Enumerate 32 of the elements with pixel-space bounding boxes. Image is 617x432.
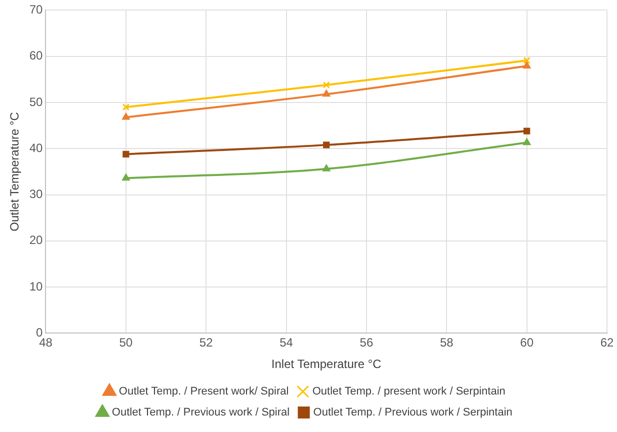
point bbox=[122, 174, 130, 181]
x-tick-label: 54 bbox=[280, 336, 294, 350]
y-tick-label: 10 bbox=[29, 279, 44, 294]
point bbox=[523, 128, 530, 134]
point bbox=[323, 142, 330, 148]
y-tick-label: 40 bbox=[29, 140, 44, 155]
x-tick-label: 56 bbox=[360, 336, 374, 350]
point bbox=[122, 112, 130, 120]
y-tick-label: 30 bbox=[29, 187, 44, 202]
y-tick-label: 20 bbox=[29, 233, 44, 248]
x-tick-label: 60 bbox=[520, 336, 534, 350]
y-axis-title: Outlet Temperature °C bbox=[8, 112, 22, 232]
point bbox=[322, 81, 330, 89]
legend-label: Outlet Temp. / Previous work / Spiral bbox=[112, 406, 290, 419]
point bbox=[522, 138, 531, 146]
x-tick-label: 50 bbox=[119, 336, 133, 350]
point bbox=[122, 150, 130, 158]
x-tick-label: 62 bbox=[600, 336, 614, 350]
y-tick-label: 70 bbox=[29, 2, 44, 17]
x-tick-label: 52 bbox=[199, 336, 214, 350]
point bbox=[322, 90, 330, 97]
legend-label: Outlet Temp. / present work / Serpintain bbox=[312, 386, 506, 398]
y-tick-label: 60 bbox=[29, 48, 44, 63]
legend-label: Outlet Temp. / Present work/ Spiral bbox=[118, 386, 289, 398]
point bbox=[322, 164, 330, 172]
point bbox=[523, 56, 530, 64]
legend-label: Outlet Temp. / Previous work / Serpintain bbox=[313, 406, 512, 419]
x-axis-title: Inlet Temperature °C bbox=[271, 357, 382, 372]
x-tick-label: 58 bbox=[440, 336, 454, 350]
y-tick-label: 50 bbox=[29, 94, 44, 109]
point bbox=[522, 62, 531, 69]
point bbox=[122, 104, 130, 111]
